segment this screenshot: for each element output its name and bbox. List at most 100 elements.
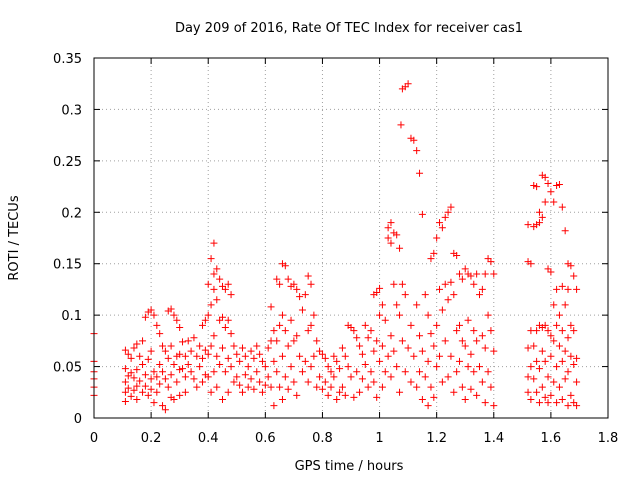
data-point <box>444 373 452 381</box>
data-point <box>567 262 575 270</box>
data-point <box>487 258 495 266</box>
data-point <box>538 383 546 391</box>
data-point <box>387 373 395 381</box>
x-tick-label: 1.6 <box>541 431 562 446</box>
data-point <box>541 198 549 206</box>
data-point <box>461 395 469 403</box>
data-point <box>341 352 349 360</box>
data-point <box>407 321 415 329</box>
data-point <box>427 255 435 263</box>
data-point <box>219 282 226 290</box>
data-point <box>555 181 563 189</box>
data-point <box>567 391 575 399</box>
data-point <box>438 306 446 314</box>
data-point <box>550 378 558 386</box>
data-point <box>430 249 438 257</box>
data-point <box>293 285 301 293</box>
data-point <box>541 173 549 181</box>
data-point <box>347 323 355 331</box>
data-point <box>453 368 461 376</box>
data-point <box>396 388 404 396</box>
data-point <box>298 306 306 314</box>
data-point <box>553 399 561 407</box>
data-point <box>370 378 378 386</box>
data-point <box>207 342 215 350</box>
data-point <box>444 296 452 304</box>
data-point <box>398 337 406 345</box>
data-point <box>144 391 152 399</box>
data-point <box>121 365 129 373</box>
x-tick-label: 1.8 <box>598 431 619 446</box>
data-point <box>441 337 449 345</box>
data-point <box>376 284 384 292</box>
data-point <box>207 301 215 309</box>
data-point <box>181 388 189 396</box>
data-point <box>433 234 441 242</box>
data-point <box>278 311 286 319</box>
data-point <box>567 352 575 360</box>
data-point <box>564 368 572 376</box>
data-point <box>230 378 238 386</box>
data-point <box>281 373 289 381</box>
data-point <box>527 363 535 371</box>
data-point <box>378 383 386 391</box>
data-point <box>547 391 555 399</box>
data-point <box>547 332 555 340</box>
data-point <box>470 368 478 376</box>
data-point <box>530 375 538 383</box>
data-point <box>219 344 226 352</box>
data-point <box>267 303 275 311</box>
data-point <box>430 342 438 350</box>
data-point <box>307 363 315 371</box>
data-point <box>321 378 329 386</box>
data-point <box>458 275 466 283</box>
data-point <box>241 371 249 379</box>
data-point <box>127 354 135 362</box>
data-point <box>133 382 141 390</box>
data-point <box>478 332 486 340</box>
data-point <box>199 378 207 386</box>
data-point <box>558 357 566 365</box>
data-point <box>393 363 401 371</box>
data-point <box>456 321 464 329</box>
data-point <box>270 327 278 335</box>
data-point <box>490 270 498 278</box>
data-point <box>336 365 344 373</box>
data-point <box>304 327 312 335</box>
data-point <box>330 352 338 360</box>
data-point <box>350 327 358 335</box>
data-point <box>550 301 558 309</box>
data-point <box>573 402 581 410</box>
data-point <box>358 375 366 383</box>
data-point <box>541 393 549 401</box>
data-point <box>441 280 449 288</box>
data-point <box>238 344 246 352</box>
data-point <box>167 342 175 350</box>
data-point <box>278 352 286 360</box>
data-point <box>367 327 375 335</box>
data-point <box>424 402 432 410</box>
data-point <box>438 224 446 232</box>
data-point <box>193 383 201 391</box>
data-point <box>173 378 181 386</box>
data-point <box>121 346 129 354</box>
data-point <box>267 383 275 391</box>
data-point <box>296 293 304 301</box>
data-point <box>373 289 381 297</box>
data-point <box>341 391 349 399</box>
data-point <box>458 383 466 391</box>
data-point <box>558 203 566 211</box>
data-point <box>544 265 552 273</box>
data-point <box>156 330 164 338</box>
data-point <box>338 344 346 352</box>
data-point <box>544 373 552 381</box>
data-point <box>213 296 221 304</box>
data-points <box>90 80 581 414</box>
data-point <box>547 188 555 196</box>
x-tick-label: 0.6 <box>255 431 276 446</box>
data-point <box>164 383 172 391</box>
data-point <box>276 280 284 288</box>
data-point <box>270 357 278 365</box>
data-point <box>470 327 478 335</box>
data-point <box>150 399 158 407</box>
